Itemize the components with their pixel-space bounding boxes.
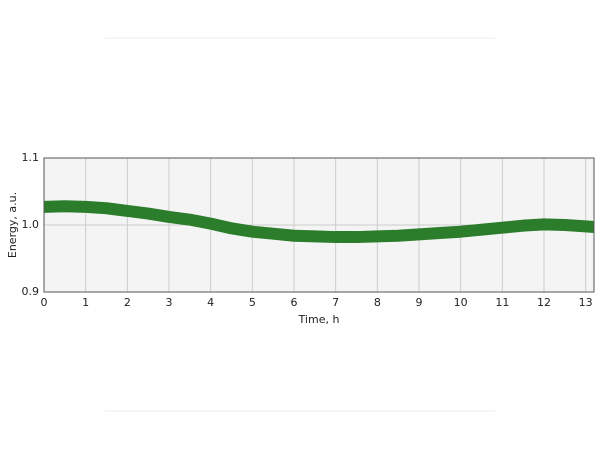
x-axis-label: Time, h [298,313,340,326]
y-tick-label: 1.0 [22,218,40,231]
plot-border [43,157,595,293]
x-tick-label: 5 [249,296,256,309]
x-tick-label: 6 [291,296,298,309]
x-tick-label: 12 [537,296,551,309]
x-tick-label: 7 [332,296,339,309]
x-tick-label: 3 [166,296,173,309]
x-tick-label: 13 [579,296,593,309]
x-tick-label: 4 [207,296,214,309]
y-tick-label: 0.9 [22,285,40,298]
x-tick-label: 0 [41,296,48,309]
x-tick-label: 10 [454,296,468,309]
x-tick-label: 1 [82,296,89,309]
x-tick-label: 2 [124,296,131,309]
data-line [43,200,595,244]
x-tick-label: 8 [374,296,381,309]
x-tick-label: 9 [416,296,423,309]
x-tick-label: 11 [495,296,509,309]
y-tick-label: 1.1 [22,151,40,164]
y-axis-label: Energy, a.u. [6,192,19,258]
